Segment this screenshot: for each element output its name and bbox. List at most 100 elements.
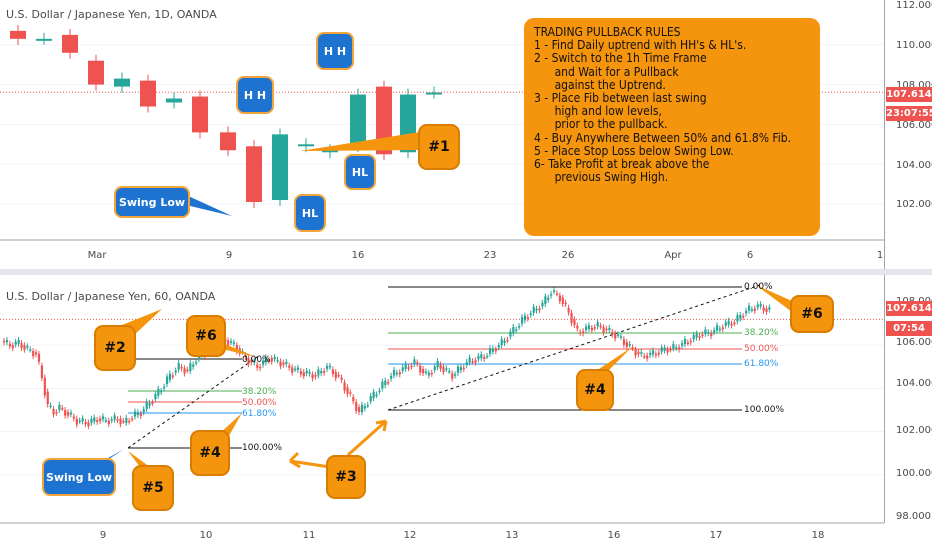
candle <box>46 391 49 405</box>
candle <box>322 150 338 153</box>
price-axis-border <box>884 0 885 269</box>
candle <box>189 363 192 372</box>
callout-3: #3 <box>326 455 366 499</box>
candle <box>331 369 335 374</box>
candle <box>78 420 81 423</box>
candle <box>663 347 666 351</box>
candle <box>445 368 448 370</box>
hourly-chart-canvas[interactable] <box>0 275 932 550</box>
rules-line: against the Uptrend. <box>534 77 666 92</box>
higher-low-label: HL <box>344 154 376 190</box>
candle <box>337 374 340 377</box>
date-label: 18 <box>811 530 825 541</box>
candle <box>119 418 122 425</box>
candle <box>468 357 471 363</box>
candle <box>515 329 518 331</box>
candle <box>535 308 538 311</box>
candle <box>727 320 730 325</box>
fib-label-382: 38.20% <box>744 328 779 338</box>
candle <box>261 360 265 365</box>
rules-line: prior to the pullback. <box>534 117 668 132</box>
candle <box>349 392 352 394</box>
candle <box>669 348 672 351</box>
candle <box>140 80 156 107</box>
candle <box>448 370 451 373</box>
candle <box>573 319 576 326</box>
candle <box>686 342 690 344</box>
callout-6-pointer <box>218 341 256 357</box>
date-label: 9 <box>225 250 233 261</box>
higher-high-label: H H <box>316 32 354 70</box>
candle <box>165 376 169 385</box>
candle <box>654 353 658 356</box>
candle <box>81 418 84 422</box>
trading-rules-box: TRADING PULLBACK RULES 1 - Find Daily up… <box>524 18 820 236</box>
candle <box>718 328 722 331</box>
candle <box>20 343 23 348</box>
candle <box>689 340 692 343</box>
hourly-chart-pane[interactable]: U.S. Dollar / Japanese Yen, 60, OANDA 10… <box>0 275 932 550</box>
candle <box>683 338 687 345</box>
candle <box>666 349 669 353</box>
candle <box>384 380 387 386</box>
fib-label-0: 0.00% <box>744 282 773 292</box>
candle <box>558 295 562 302</box>
candle <box>518 326 521 328</box>
candle <box>88 60 104 85</box>
candle <box>494 349 497 352</box>
candle <box>541 302 544 307</box>
candle <box>480 354 483 359</box>
candle <box>456 366 460 373</box>
pane-divider[interactable] <box>0 269 932 275</box>
price-label: 98.000 <box>896 511 931 522</box>
candle <box>305 370 308 374</box>
candle <box>110 419 113 421</box>
candle <box>561 297 564 304</box>
candle <box>756 304 759 308</box>
candle <box>730 323 733 326</box>
candle <box>355 402 358 411</box>
candle <box>64 410 67 416</box>
candle <box>381 381 384 389</box>
candle <box>401 367 404 371</box>
candle <box>340 377 343 380</box>
candle <box>634 349 637 356</box>
candle <box>267 360 271 362</box>
price-label: 104.000 <box>896 160 932 171</box>
candle <box>695 333 698 338</box>
candle <box>422 368 425 374</box>
candle <box>395 372 399 375</box>
daily-chart-pane[interactable]: U.S. Dollar / Japanese Yen, 1D, OANDA 11… <box>0 0 932 269</box>
candle <box>145 401 148 409</box>
candle <box>550 294 553 296</box>
candle <box>272 134 288 201</box>
candle <box>765 308 768 313</box>
callout-4: #4 <box>190 430 230 476</box>
candle <box>742 316 745 318</box>
candle <box>8 343 12 347</box>
daily-chart-canvas[interactable] <box>0 0 932 269</box>
candle <box>116 419 119 421</box>
rules-title: TRADING PULLBACK RULES <box>534 25 681 39</box>
date-label: 6 <box>746 250 754 261</box>
candle <box>101 416 105 420</box>
candle <box>58 404 61 410</box>
candle <box>640 352 643 354</box>
date-label: 13 <box>505 530 519 541</box>
price-label: 102.000 <box>896 199 932 210</box>
candle <box>186 369 189 372</box>
candle <box>308 372 311 374</box>
candle <box>486 355 489 358</box>
candle <box>229 341 233 343</box>
candle <box>436 361 439 368</box>
current-price-badge: 107.614 <box>886 87 932 102</box>
candle <box>84 421 87 425</box>
candle <box>538 308 541 311</box>
rules-line: 1 - Find Daily uptrend with HH's & HL's. <box>534 38 747 53</box>
date-label: Mar <box>87 250 107 261</box>
candle <box>608 327 611 331</box>
candle <box>328 365 332 368</box>
rules-line: 6- Take Profit at break above the <box>534 157 710 172</box>
candle <box>474 360 477 363</box>
candle <box>587 325 591 329</box>
